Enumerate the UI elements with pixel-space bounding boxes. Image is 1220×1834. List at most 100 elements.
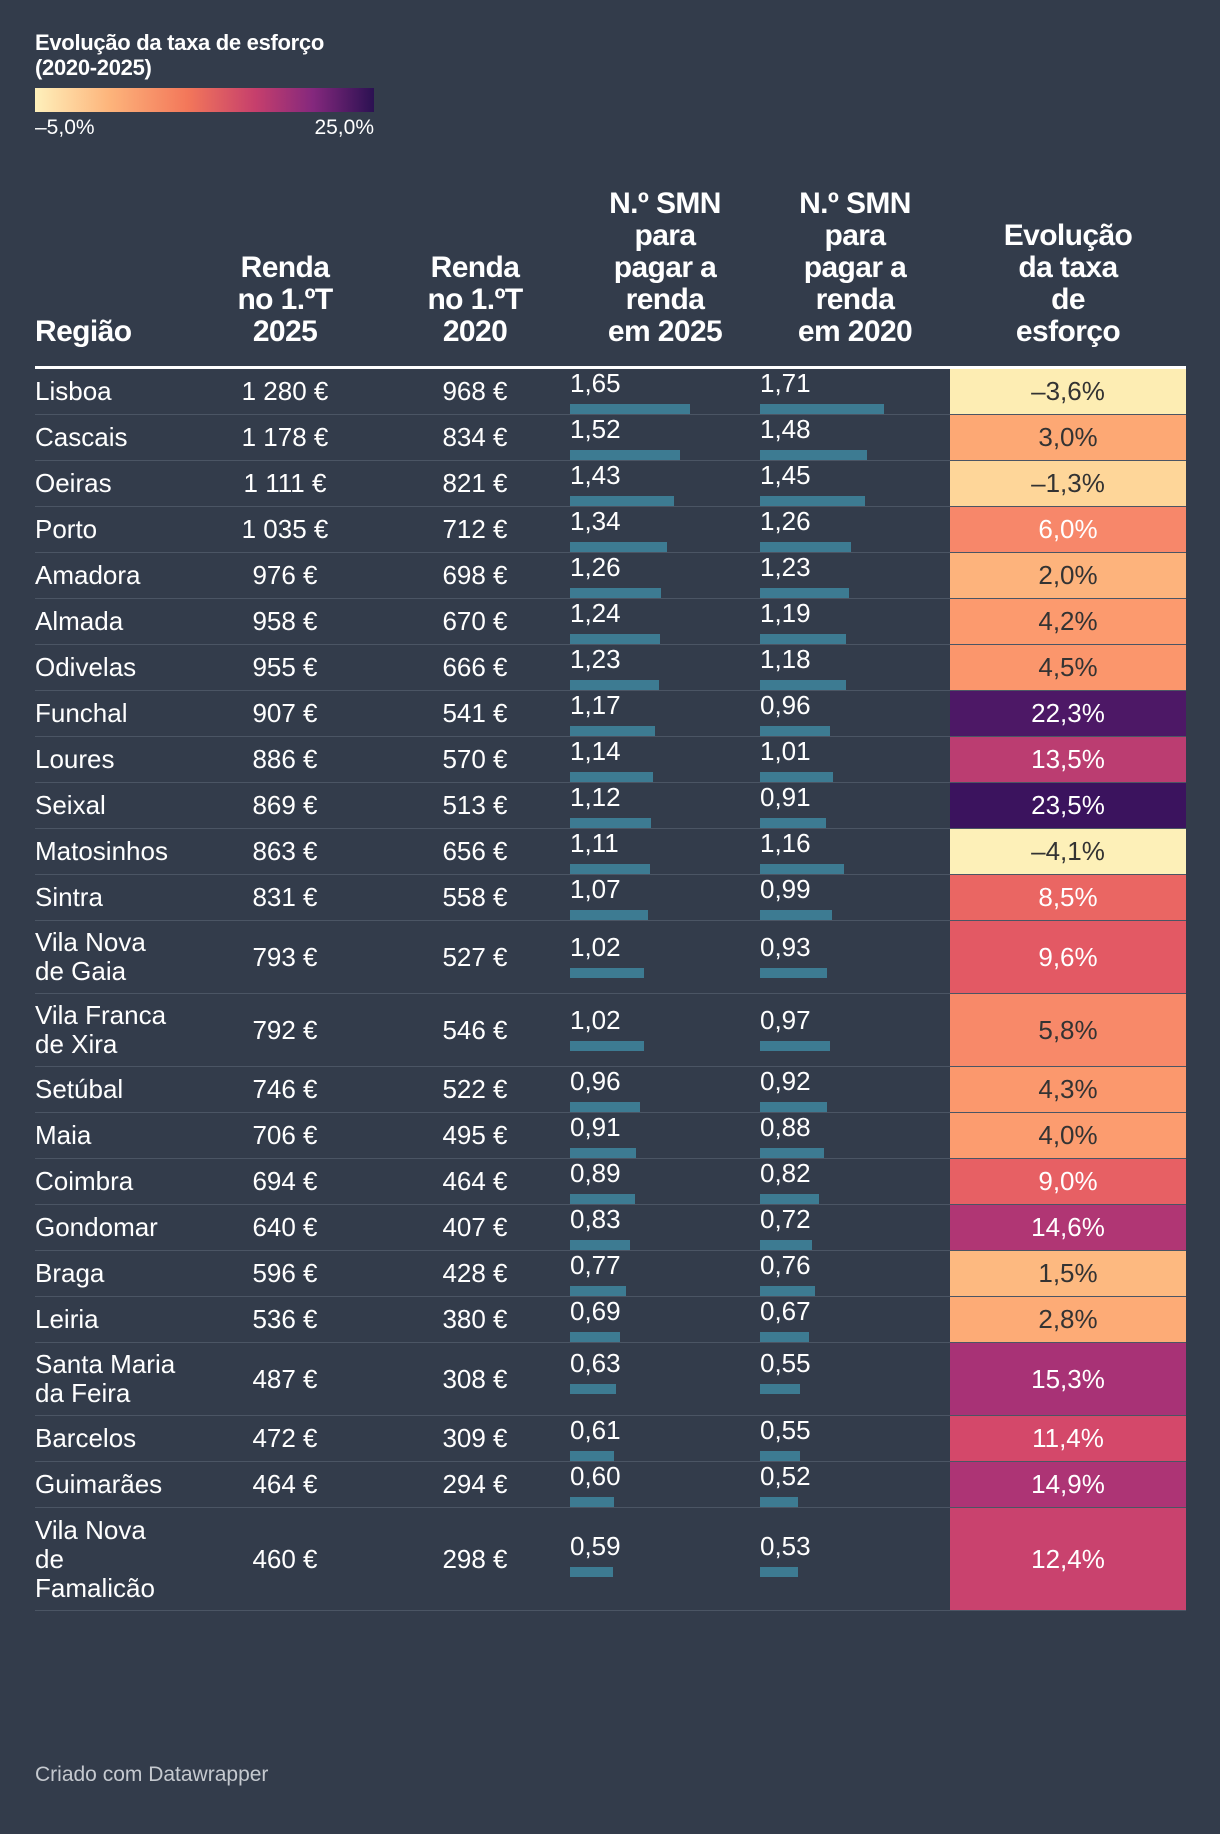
smn2025-bar [570,496,674,506]
legend-max-label: 25,0% [314,116,374,139]
header-evo-line: de [1051,283,1085,316]
region-name-line: Santa Maria [35,1349,176,1379]
region-name-line: Oeiras [35,468,112,498]
table-row: Sintra 831 €558 €1,07 0,99 8,5% [35,874,1186,921]
smn2025-bar [570,910,648,920]
smn2025-bar [570,588,661,598]
header-smn2020-line: pagar a [803,251,907,284]
rent2025-cell: 1 035 € [190,506,380,553]
rent2020-cell: 298 € [380,1507,570,1611]
smn2020-bar-cell: 0,53 [760,1507,950,1611]
rent2020-cell: 541 € [380,690,570,737]
smn2020-value-label: 0,93 [760,932,811,962]
region-cell: Sintra [35,874,190,921]
rent2020-cell: 834 € [380,414,570,461]
evolution-cell: 12,4% [950,1507,1186,1611]
rent2025-cell: 976 € [190,552,380,599]
data-table: Região Renda no 1.ºT 2025 Renda no 1.ºT 2020… [35,188,1186,1611]
smn2020-value-label: 1,71 [760,368,811,398]
smn2025-bar [570,1148,636,1158]
rent2025-cell: 958 € [190,598,380,645]
region-name-line: Loures [35,744,115,774]
smn2020-value-label: 0,55 [760,1415,811,1445]
smn2025-bar-cell: 1,23 [570,644,760,691]
header-rent2025-line: Renda [240,251,330,284]
legend-title: Evolução da taxa de esforço (2020-2025) [35,30,375,80]
region-name-line: de Gaia [35,956,127,986]
rent2025-cell: 907 € [190,690,380,737]
smn2020-value-label: 1,16 [760,828,811,858]
footer-credit: Criado com Datawrapper [35,1763,269,1786]
rent2025-cell: 1 280 € [190,367,380,415]
smn2025-bar-cell: 1,17 [570,690,760,737]
smn2025-bar-cell: 1,24 [570,598,760,645]
rent2025-cell: 792 € [190,993,380,1067]
region-cell: Loures [35,736,190,783]
smn2025-bar [570,1102,640,1112]
header-region-label: Região [35,315,132,348]
rent2020-cell: 666 € [380,644,570,691]
rent2020-cell: 546 € [380,993,570,1067]
smn2025-bar [570,680,659,690]
smn2025-value-label: 1,02 [570,1005,621,1035]
smn2020-value-label: 0,72 [760,1204,811,1234]
header-row: Região Renda no 1.ºT 2025 Renda no 1.ºT 2020… [35,187,1186,369]
smn2025-value-label: 1,07 [570,874,621,904]
smn2020-bar [760,1384,800,1394]
rent2025-cell: 793 € [190,920,380,994]
smn2020-bar-cell: 0,93 [760,920,950,994]
region-name-line: Odivelas [35,652,137,682]
smn2020-bar [760,496,865,506]
rent2025-cell: 886 € [190,736,380,783]
smn2020-bar-cell: 1,23 [760,552,950,599]
smn2020-value-label: 0,53 [760,1531,811,1561]
region-cell: Cascais [35,414,190,461]
smn2025-value-label: 1,17 [570,690,621,720]
header-smn2025-line: pagar a [613,251,717,284]
region-name-line: Leiria [35,1304,99,1334]
region-name-line: Lisboa [35,376,112,406]
table-row: Barcelos 472 €309 €0,61 0,55 11,4% [35,1415,1186,1462]
smn2020-bar [760,1041,830,1051]
smn2020-value-label: 1,26 [760,506,811,536]
region-name-line: Maia [35,1120,92,1150]
smn2020-bar [760,542,851,552]
region-name-line: Amadora [35,560,141,590]
smn2025-value-label: 0,83 [570,1204,621,1234]
region-name-line: Almada [35,606,124,636]
evolution-cell: –1,3% [950,460,1186,507]
region-cell: Barcelos [35,1415,190,1462]
evolution-cell: 8,5% [950,874,1186,921]
smn2025-bar [570,1567,613,1577]
smn2025-bar-cell: 1,12 [570,782,760,829]
header-rent2020-line: Renda [430,251,520,284]
smn2025-value-label: 1,43 [570,460,621,490]
smn2025-bar-cell: 0,89 [570,1158,760,1205]
smn2025-value-label: 1,02 [570,932,621,962]
evolution-cell: 4,5% [950,644,1186,691]
table-row: Guimarães 464 €294 €0,60 0,52 14,9% [35,1461,1186,1508]
table-row: Porto 1 035 €712 €1,34 1,26 6,0% [35,506,1186,553]
rent2025-cell: 1 111 € [190,460,380,507]
table-body: Lisboa 1 280 €968 €1,65 1,71 –3,6% Cascais 1 … [35,367,1186,1611]
header-evo-line: Evolução [1003,219,1133,252]
smn2020-bar-cell: 1,19 [760,598,950,645]
smn2020-bar-cell: 1,48 [760,414,950,461]
header-smn2020-line: em 2020 [797,315,913,348]
smn2025-bar-cell: 1,02 [570,993,760,1067]
legend-min-label: –5,0% [35,116,95,139]
region-name-line: Famalicão [35,1572,155,1603]
rent2020-cell: 570 € [380,736,570,783]
smn2020-bar [760,1451,800,1461]
evolution-cell: 9,0% [950,1158,1186,1205]
header-region: Região [35,188,190,369]
rent2020-cell: 428 € [380,1250,570,1297]
rent2020-cell: 308 € [380,1342,570,1416]
smn2025-bar [570,726,655,736]
smn2025-bar-cell: 0,63 [570,1342,760,1416]
legend-title-line1: Evolução da taxa de esforço [35,30,325,55]
smn2025-bar [570,1332,620,1342]
header-smn2025-line: N.º SMN [609,187,721,220]
smn2025-value-label: 0,63 [570,1348,621,1378]
table-row: Setúbal 746 €522 €0,96 0,92 4,3% [35,1066,1186,1113]
